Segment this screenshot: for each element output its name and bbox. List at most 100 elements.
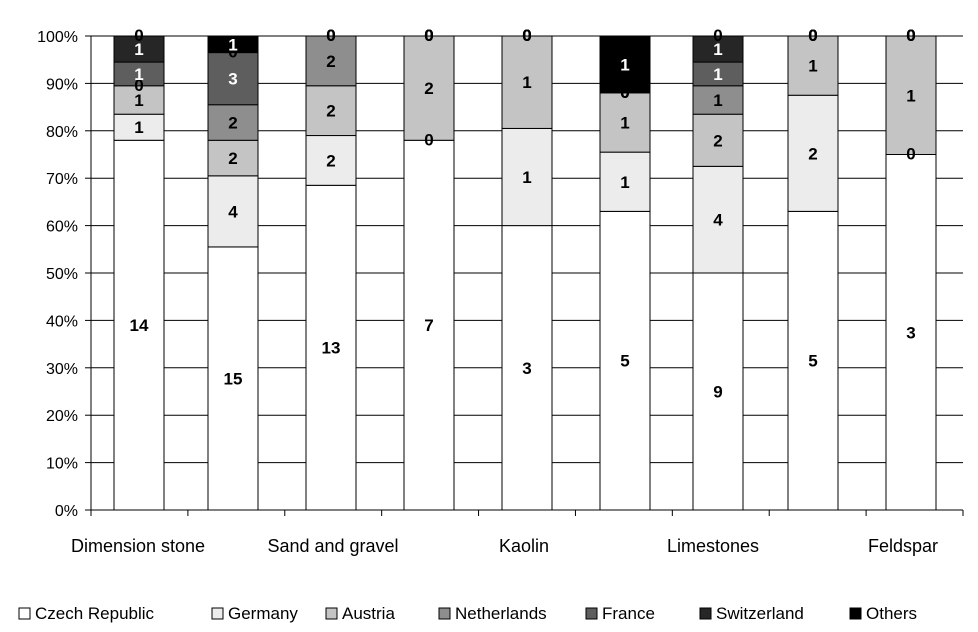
bar-segment-austria xyxy=(599,92,651,153)
legend-label: Germany xyxy=(228,604,298,623)
y-tick-label: 90% xyxy=(46,76,78,93)
bars: 1411011015422301132220007020000311000051… xyxy=(113,26,937,511)
bar-segment-germany xyxy=(113,113,165,141)
data-label: 2 xyxy=(326,52,335,71)
legend-item: Switzerland xyxy=(699,604,804,623)
data-label: 1 xyxy=(906,86,915,105)
data-label: 1 xyxy=(134,118,143,137)
data-label: 2 xyxy=(808,144,817,163)
data-label: 2 xyxy=(713,131,722,150)
bar-segment-germany xyxy=(692,165,744,274)
data-label: 2 xyxy=(326,102,335,121)
y-tick-label: 10% xyxy=(46,456,78,473)
data-label: 1 xyxy=(522,73,531,92)
data-label: 0 xyxy=(424,26,433,45)
y-tick-label: 70% xyxy=(46,171,78,188)
x-axis-category-labels: Dimension stone Sand and gravel Kaolin Lime… xyxy=(71,536,938,556)
legend-item: France xyxy=(585,604,655,623)
legend-swatch xyxy=(18,607,31,620)
legend-label: Switzerland xyxy=(716,604,804,623)
data-label: 0 xyxy=(424,26,433,45)
y-tick-label: 40% xyxy=(46,313,78,330)
legend-label: Others xyxy=(866,604,917,623)
data-label: 0 xyxy=(326,26,335,45)
data-label: 0 xyxy=(424,130,433,149)
data-label: 9 xyxy=(713,383,722,402)
bar-segment-others xyxy=(207,35,259,54)
data-label: 13 xyxy=(322,339,341,358)
data-label: 1 xyxy=(228,35,237,54)
data-label: 5 xyxy=(620,352,629,371)
data-label: 1 xyxy=(134,40,143,59)
axes xyxy=(85,35,964,516)
data-label: 0 xyxy=(620,83,629,102)
data-label: 0 xyxy=(713,26,722,45)
data-label: 1 xyxy=(713,91,722,110)
x-category-label: Dimension stone xyxy=(71,536,205,556)
bar-segment-czech-republic xyxy=(403,139,455,511)
data-label: 3 xyxy=(228,70,237,89)
x-category-label: Sand and gravel xyxy=(267,536,398,556)
data-label: 2 xyxy=(228,114,237,133)
data-label: 14 xyxy=(130,316,149,335)
x-category-label: Limestones xyxy=(667,536,759,556)
data-label: 1 xyxy=(713,65,722,84)
data-label: 0 xyxy=(906,26,915,45)
legend-label: Austria xyxy=(342,604,395,623)
x-category-label: Feldspar xyxy=(868,536,938,556)
data-label: 0 xyxy=(808,26,817,45)
data-label: 1 xyxy=(713,40,722,59)
data-label: 1 xyxy=(808,57,817,76)
legend-item: Czech Republic xyxy=(18,604,155,623)
bar-segment-switzerland xyxy=(113,35,165,63)
legend-label: France xyxy=(602,604,655,623)
legend-item: Netherlands xyxy=(438,604,547,623)
bar-segment-austria xyxy=(787,35,839,96)
legend-swatch xyxy=(325,607,338,620)
data-label: 1 xyxy=(522,168,531,187)
bar-segment-czech-republic xyxy=(207,246,259,511)
bar-segment-switzerland xyxy=(692,35,744,63)
data-label: 0 xyxy=(808,26,817,45)
data-label: 3 xyxy=(522,359,531,378)
bar-segment-germany xyxy=(207,175,259,248)
data-label: 0 xyxy=(906,26,915,45)
data-label: 0 xyxy=(134,76,143,95)
bar-segment-austria xyxy=(207,139,259,177)
legend-swatch xyxy=(585,607,598,620)
bar-segment-germany xyxy=(501,127,553,227)
data-label: 0 xyxy=(326,26,335,45)
bar-segment-austria xyxy=(403,35,455,141)
bar-segment-austria xyxy=(113,85,165,115)
data-label: 1 xyxy=(620,55,629,74)
bar-segment-austria xyxy=(305,85,357,137)
data-label: 1 xyxy=(134,65,143,84)
data-label: 0 xyxy=(134,26,143,45)
data-label: 0 xyxy=(228,43,237,62)
legend-swatch xyxy=(699,607,712,620)
bar-segment-czech-republic xyxy=(787,210,839,511)
y-tick-label: 30% xyxy=(46,361,78,378)
bar-segment-czech-republic xyxy=(599,210,651,511)
data-label: 0 xyxy=(424,26,433,45)
data-label: 4 xyxy=(228,202,238,221)
bar-segment-others xyxy=(599,35,651,94)
legend-swatch xyxy=(211,607,224,620)
data-label: 7 xyxy=(424,316,433,335)
data-label: 2 xyxy=(424,79,433,98)
data-label: 15 xyxy=(224,369,243,388)
bar-segment-netherlands xyxy=(692,85,744,115)
bar-segment-czech-republic xyxy=(113,139,165,511)
data-label: 0 xyxy=(906,145,915,164)
data-label: 5 xyxy=(808,352,817,371)
data-label: 0 xyxy=(808,26,817,45)
bar-segment-germany xyxy=(599,151,651,212)
bar-segment-netherlands xyxy=(305,35,357,87)
y-tick-label: 60% xyxy=(46,219,78,236)
data-label: 0 xyxy=(522,26,531,45)
